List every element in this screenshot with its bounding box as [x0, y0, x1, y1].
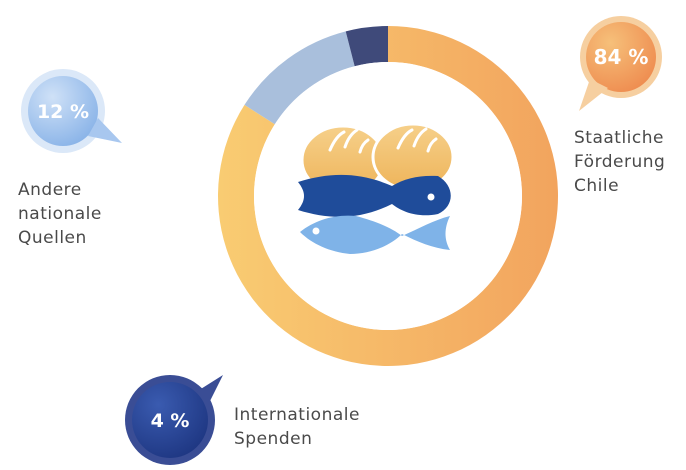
- label-line: Quellen: [18, 228, 87, 248]
- slice-label-andere: Andere nationale Quellen: [18, 178, 102, 250]
- bubble-andere: 12 %: [21, 69, 122, 153]
- bubble-staatliche: 84 %: [579, 16, 662, 111]
- label-4: 4 %: [151, 410, 190, 432]
- slice-label-staatliche: Staatliche Förderung Chile: [574, 126, 665, 198]
- bubble-international: 4 %: [125, 375, 223, 465]
- donut-slice: [345, 26, 388, 67]
- label-line: Chile: [574, 176, 620, 196]
- label-line: Internationale: [234, 405, 360, 425]
- label-84: 84 %: [594, 45, 649, 69]
- label-12: 12 %: [37, 101, 89, 123]
- label-line: Spenden: [234, 429, 313, 449]
- slice-label-international: Internationale Spenden: [234, 403, 360, 451]
- label-line: Staatliche: [574, 128, 664, 148]
- bread-and-fish-icon: [298, 122, 455, 254]
- label-line: Andere: [18, 180, 82, 200]
- donut-slice: [244, 31, 355, 125]
- label-line: nationale: [18, 204, 102, 224]
- label-line: Förderung: [574, 152, 666, 172]
